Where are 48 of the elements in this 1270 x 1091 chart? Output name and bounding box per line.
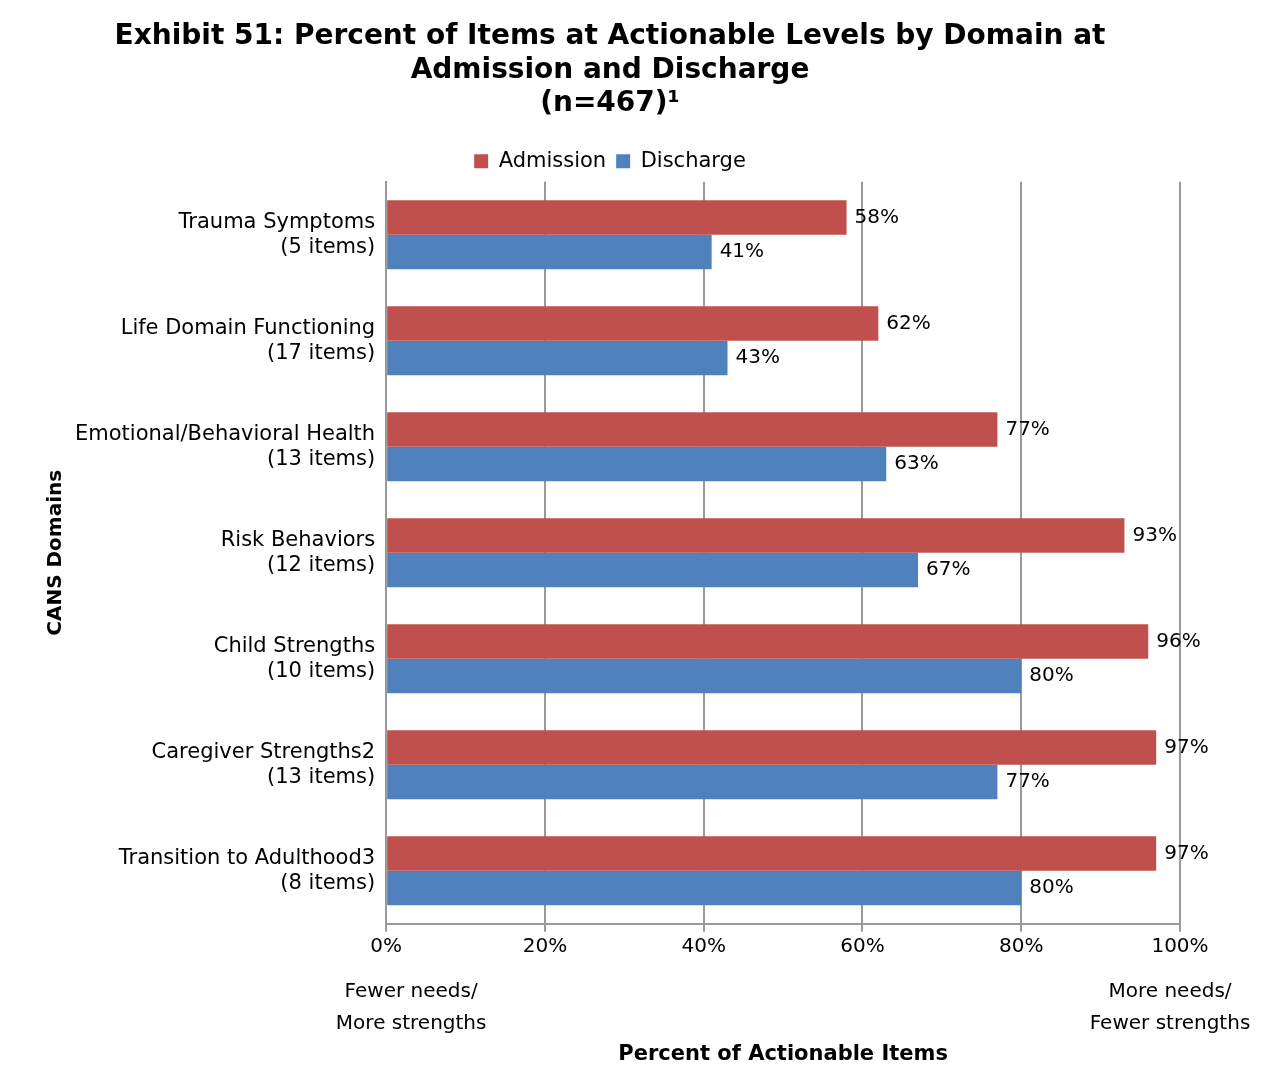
y-tick-label: Child Strengths (10 items) <box>213 632 376 682</box>
y-tick-label: Emotional/Behavioral Health (13 items) <box>74 420 376 470</box>
text: More needs/ Fewer strengths <box>1089 978 1251 1034</box>
bar <box>387 552 919 588</box>
data-label: 43% <box>735 344 780 369</box>
bar <box>387 836 1157 871</box>
x-axis-title: Percent of Actionable Items <box>618 1040 948 1065</box>
y-tick-label: Transition to Adulthood3 (8 items) <box>117 844 376 894</box>
chart-title: Exhibit 51: Percent of Items at Actionable Levels by Domain at Admission and Discharge (n=467)¹ <box>114 18 1106 119</box>
bar <box>387 412 998 447</box>
data-label: 62% <box>886 309 931 334</box>
bar <box>387 870 1022 906</box>
x-tick-label: 100% <box>1151 933 1209 957</box>
x-tick-label: 40% <box>681 933 726 957</box>
x-tick-label: 20% <box>522 933 568 957</box>
bar <box>387 306 879 341</box>
bar <box>387 764 998 800</box>
data-label: 97% <box>1164 839 1209 864</box>
data-label: 97% <box>1164 733 1209 758</box>
y-tick-label: Trauma Symptoms (5 items) <box>177 208 376 258</box>
x-tick-label: 60% <box>840 933 885 957</box>
y-tick-label: Caregiver Strengths2 (13 items) <box>151 738 376 788</box>
bar <box>387 518 1125 553</box>
bar <box>387 624 1149 659</box>
data-label: 93% <box>1132 521 1177 546</box>
data-label: 58% <box>854 203 900 228</box>
data-label: 77% <box>1005 415 1050 440</box>
bar <box>387 340 728 376</box>
y-tick-label: Life Domain Functioning (17 items) <box>120 314 376 364</box>
data-label: 41% <box>719 238 765 263</box>
bar <box>387 234 712 270</box>
data-label: 80% <box>1029 662 1074 687</box>
bar <box>387 730 1157 765</box>
bar <box>387 200 847 235</box>
data-label: 77% <box>1005 768 1050 793</box>
data-label: 96% <box>1156 627 1201 652</box>
bar <box>387 658 1022 694</box>
y-tick-label: Risk Behaviors (12 items) <box>220 526 376 576</box>
data-label: 67% <box>926 556 971 581</box>
data-label: 63% <box>894 450 939 475</box>
x-tick-label: 0% <box>370 933 403 957</box>
legend-label: Admission <box>498 147 607 172</box>
y-axis-title: CANS Domains <box>42 469 67 636</box>
data-label: 80% <box>1029 874 1074 899</box>
text: Fewer needs/ More strengths <box>335 978 487 1034</box>
legend-label: Discharge <box>640 147 746 172</box>
x-tick-label: 80% <box>999 933 1044 957</box>
bar <box>387 446 887 482</box>
